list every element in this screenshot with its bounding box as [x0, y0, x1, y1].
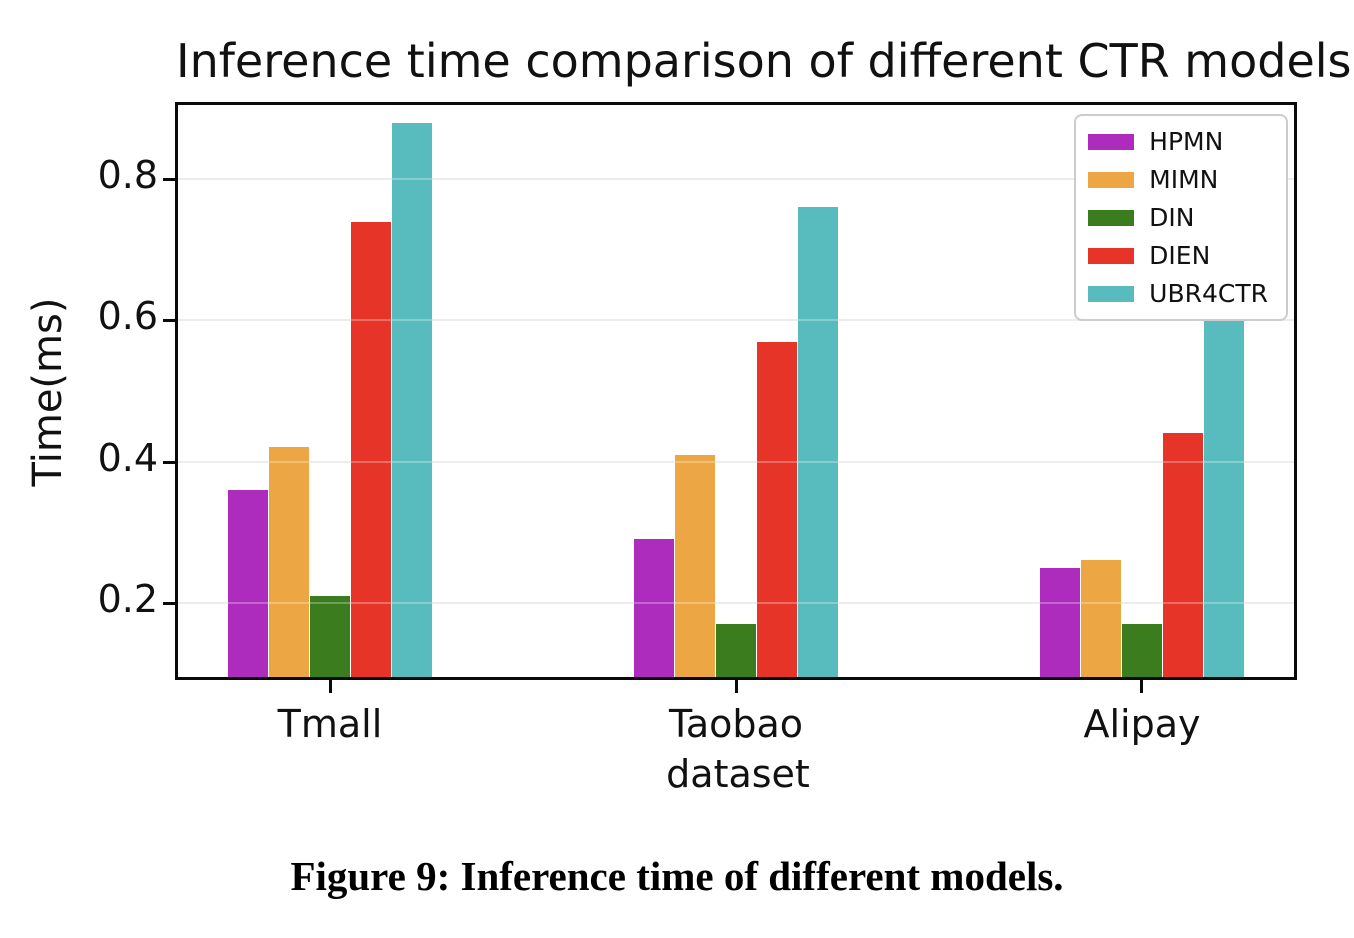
legend-row-hpmn: HPMN [1088, 127, 1268, 156]
legend-label: HPMN [1149, 127, 1224, 156]
bar-dien-taobao [757, 342, 797, 677]
legend-label: UBR4CTR [1149, 279, 1268, 308]
bar-mimn-taobao [675, 455, 715, 677]
legend-swatch-icon [1088, 171, 1135, 188]
chart-title: Inference time comparison of different C… [176, 34, 1352, 88]
legend-label: MIMN [1149, 165, 1219, 194]
y-tick-mark [163, 461, 175, 464]
legend-swatch-icon [1088, 209, 1135, 226]
bar-hpmn-alipay [1040, 568, 1080, 677]
x-tick-label-taobao: Taobao [668, 702, 804, 746]
x-axis-label: dataset [666, 752, 810, 796]
bar-din-tmall [310, 596, 350, 677]
bar-din-alipay [1122, 624, 1162, 677]
legend-row-din: DIN [1088, 203, 1268, 232]
gridline [178, 178, 1294, 180]
gridline [178, 602, 1294, 604]
legend-swatch-icon [1088, 133, 1135, 150]
legend-label: DIN [1149, 203, 1195, 232]
bar-dien-tmall [351, 222, 391, 677]
legend: HPMN MIMN DIN DIEN UBR4CTR [1074, 114, 1288, 321]
legend-swatch-icon [1088, 247, 1135, 264]
x-tick-mark [1140, 680, 1143, 693]
gridline-overlay [178, 461, 1294, 463]
bar-mimn-tmall [269, 447, 309, 677]
plot-area: HPMN MIMN DIN DIEN UBR4CTR [175, 102, 1297, 680]
legend-row-ubr4ctr: UBR4CTR [1088, 279, 1268, 308]
legend-swatch-icon [1088, 285, 1135, 302]
gridline [178, 319, 1294, 321]
y-tick-label: 0.6 [97, 294, 158, 338]
x-tick-label-tmall: Tmall [277, 702, 383, 746]
y-tick-mark [163, 178, 175, 181]
y-tick-label: 0.2 [97, 577, 158, 621]
bar-mimn-alipay [1081, 560, 1121, 677]
figure-caption: Figure 9: Inference time of different mo… [290, 853, 1064, 899]
gridline-overlay [178, 319, 1294, 321]
bar-ubr4ctr-tmall [392, 123, 432, 677]
bar-ubr4ctr-taobao [798, 207, 838, 677]
bar-ubr4ctr-alipay [1204, 320, 1244, 677]
y-tick-label: 0.8 [97, 153, 158, 197]
y-tick-mark [163, 602, 175, 605]
bar-hpmn-tmall [228, 490, 268, 677]
gridline-overlay [178, 178, 1294, 180]
x-tick-label-alipay: Alipay [1083, 702, 1201, 746]
bar-dien-alipay [1163, 433, 1203, 677]
gridline [178, 461, 1294, 463]
legend-label: DIEN [1149, 241, 1211, 270]
gridline-overlay [178, 602, 1294, 604]
legend-row-dien: DIEN [1088, 241, 1268, 270]
y-tick-label: 0.4 [97, 436, 158, 480]
legend-row-mimn: MIMN [1088, 165, 1268, 194]
y-tick-mark [163, 319, 175, 322]
x-tick-mark [735, 680, 738, 693]
bar-din-taobao [716, 624, 756, 677]
x-tick-mark [329, 680, 332, 693]
bar-hpmn-taobao [634, 539, 674, 677]
